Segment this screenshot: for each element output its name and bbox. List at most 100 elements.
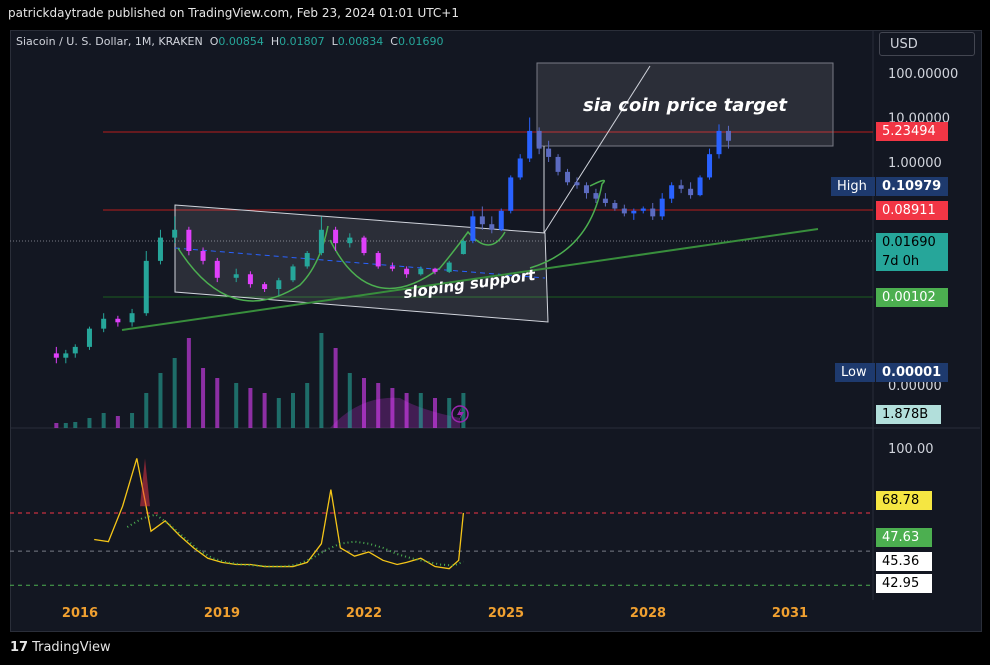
volume-bar: [248, 388, 253, 428]
high-tag: High: [831, 177, 875, 196]
volume-bar: [376, 383, 381, 428]
volume-bar: [172, 358, 177, 428]
projection-candle-body: [555, 156, 561, 172]
projection-candle-body: [508, 177, 514, 211]
volume-bar: [144, 393, 149, 428]
chart-panel[interactable]: [10, 30, 982, 632]
candle-body: [446, 262, 452, 272]
volume-bar: [234, 383, 239, 428]
candle-body: [53, 353, 59, 358]
osc-signal-line: [126, 513, 464, 568]
cup-curve-2: [329, 230, 506, 290]
low-key: L: [331, 35, 338, 48]
volume-bar: [347, 373, 352, 428]
price-axis-tick: 100.00000: [888, 67, 958, 82]
cup-curve-3: [529, 179, 605, 269]
time-axis-label: 2028: [630, 606, 666, 621]
projection-candle-body: [489, 224, 495, 230]
candle-body: [375, 253, 381, 267]
volume-bar: [262, 393, 267, 428]
candle-body: [129, 313, 135, 323]
price-axis-tick: 1.00000: [888, 156, 942, 171]
candle-body: [276, 280, 282, 289]
volume-bar: [158, 373, 163, 428]
tradingview-logo-icon: 17: [10, 640, 29, 655]
candle-body: [172, 229, 178, 238]
publish-header: patrickdaytrade published on TradingView…: [8, 6, 459, 20]
volume-bar: [201, 368, 206, 428]
volume-bar: [404, 393, 409, 428]
low-value: 0.00834: [337, 35, 384, 48]
projection-candle-body: [593, 193, 599, 199]
level-badge-green: 0.00102: [876, 288, 948, 307]
candle-body: [347, 237, 353, 244]
close-value: 0.01690: [397, 35, 444, 48]
projection-candle-body: [479, 216, 485, 225]
last-price-badge: 0.01690: [876, 233, 948, 252]
time-axis-label: 2025: [488, 606, 524, 621]
open-value: 0.00854: [218, 35, 264, 48]
volume-bar: [54, 423, 59, 428]
volume-bar: [433, 398, 437, 428]
high-value: 0.01807: [279, 35, 325, 48]
candle-body: [72, 346, 78, 354]
candle-body: [404, 268, 410, 275]
projection-candle-body: [631, 210, 637, 214]
volume-bar: [101, 413, 106, 428]
projection-candle-body: [621, 208, 627, 214]
volume-bar: [305, 383, 310, 428]
candle-body: [333, 229, 339, 244]
candle-body: [186, 229, 192, 251]
candle-body: [143, 260, 149, 314]
projection-candle-body: [602, 198, 608, 203]
projection-candle-body: [612, 202, 618, 209]
candle-body: [418, 268, 424, 275]
high-key: H: [270, 35, 280, 48]
osc-value-white1: 45.36: [876, 552, 932, 571]
candle-body: [290, 266, 296, 281]
time-axis-label: 2022: [346, 606, 382, 621]
volume-bar: [319, 333, 324, 428]
low-value-badge: 0.00001: [876, 363, 948, 382]
target-label: sia coin price target: [583, 95, 788, 116]
price-axis-tick: 0.00000: [888, 379, 942, 394]
symbol-name[interactable]: Siacoin / U. S. Dollar, 1M, KRAKEN: [16, 35, 203, 48]
target-box: [536, 62, 834, 147]
volume-badge: 1.878B: [876, 405, 941, 424]
volume-bar: [333, 348, 338, 428]
candle-body: [115, 318, 121, 323]
projection-candle-body: [546, 148, 552, 157]
candle-body: [432, 268, 438, 272]
volume-bar: [115, 416, 120, 428]
projection-candle-body: [565, 171, 571, 183]
volume-bar: [291, 393, 295, 428]
open-key: O: [209, 35, 219, 48]
footer-brand: 17 TradingView: [10, 640, 111, 655]
projection-candle-body: [678, 185, 684, 189]
projection-candle-body: [470, 216, 476, 241]
descending-channel: [174, 204, 549, 323]
candle-body: [247, 274, 253, 285]
low-tag: Low: [835, 363, 875, 382]
projection-candle-body: [697, 177, 703, 196]
projection-candle-body: [583, 185, 589, 194]
projection-candle-body: [659, 198, 665, 217]
projection-candle-body: [536, 130, 542, 149]
osc-series-line: [94, 458, 465, 570]
projection-candle-body: [574, 182, 580, 186]
candle-body: [214, 260, 220, 278]
candle-body: [101, 318, 107, 329]
lightning-icon-bolt: [457, 408, 464, 420]
candle-body: [86, 328, 92, 347]
osc-value-yellow: 68.78: [876, 491, 932, 510]
volume-bar: [87, 418, 92, 428]
projection-candle-body: [707, 154, 713, 178]
currency-button[interactable]: USD: [879, 32, 975, 56]
time-axis-label: 2031: [772, 606, 808, 621]
osc-value-green: 47.63: [876, 528, 932, 547]
volume-bar: [461, 393, 466, 428]
candle-body: [460, 240, 466, 255]
candle-body: [318, 229, 324, 254]
